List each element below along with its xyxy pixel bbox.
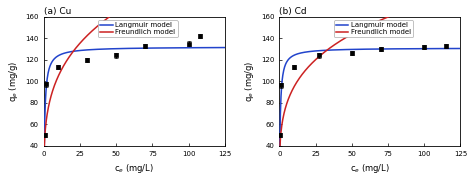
Y-axis label: q$_e$ (mg/g): q$_e$ (mg/g) <box>243 60 255 102</box>
Line: Freundlich model: Freundlich model <box>280 0 460 172</box>
Text: (b) Cd: (b) Cd <box>280 7 307 16</box>
Line: Langmuir model: Langmuir model <box>280 48 460 182</box>
Freundlich model <box>323 50 329 52</box>
Freundlich model <box>413 5 419 8</box>
Line: Langmuir model: Langmuir model <box>44 48 225 182</box>
Langmuir model <box>309 50 314 52</box>
X-axis label: c$_e$ (mg/L): c$_e$ (mg/L) <box>114 162 155 175</box>
Langmuir model <box>148 47 154 49</box>
Freundlich model <box>383 17 389 19</box>
Freundlich model <box>73 47 79 49</box>
Text: (a) Cu: (a) Cu <box>44 7 71 16</box>
Freundlich model <box>309 63 314 65</box>
X-axis label: c$_e$ (mg/L): c$_e$ (mg/L) <box>350 162 390 175</box>
Langmuir model <box>323 49 329 51</box>
Langmuir model <box>383 48 389 50</box>
Langmuir model <box>398 48 403 50</box>
Langmuir model <box>177 47 183 49</box>
Y-axis label: q$_e$ (mg/g): q$_e$ (mg/g) <box>7 60 20 102</box>
Langmuir model <box>358 48 364 50</box>
Freundlich model <box>277 171 283 173</box>
Langmuir model <box>73 50 79 52</box>
Freundlich model <box>123 5 128 7</box>
Line: Freundlich model: Freundlich model <box>44 0 225 172</box>
Langmuir model <box>123 47 128 50</box>
Langmuir model <box>457 47 463 50</box>
Freundlich model <box>88 31 93 33</box>
Langmuir model <box>88 49 93 51</box>
Langmuir model <box>162 47 167 49</box>
Freundlich model <box>398 11 403 13</box>
Legend: Langmuir model, Freundlich model: Langmuir model, Freundlich model <box>98 20 178 37</box>
Freundlich model <box>358 28 364 30</box>
Langmuir model <box>413 48 419 50</box>
Legend: Langmuir model, Freundlich model: Langmuir model, Freundlich model <box>334 20 413 37</box>
Langmuir model <box>222 46 228 49</box>
Freundlich model <box>41 171 47 173</box>
